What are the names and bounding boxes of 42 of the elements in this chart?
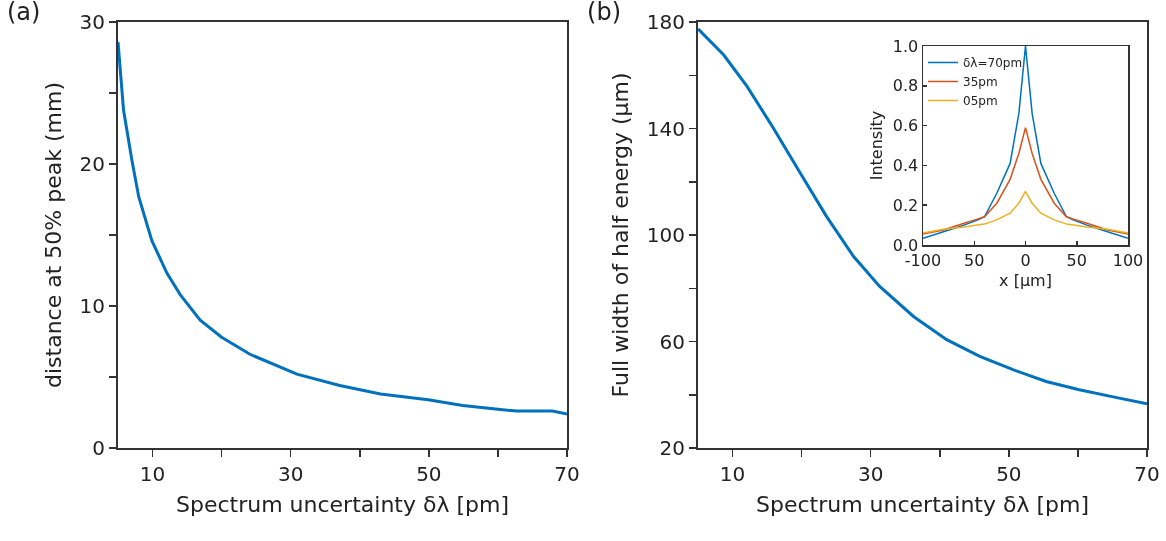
- y-tick-label: 180: [646, 10, 685, 34]
- x-tick-label: 30: [277, 462, 304, 486]
- y-axis-title: Full width of half energy (μm): [608, 72, 634, 398]
- x-axis-title: Spectrum uncertainty δλ [pm]: [756, 492, 1089, 518]
- y-axis-title: Intensity: [867, 110, 886, 181]
- y-tick-label: 0.2: [892, 195, 919, 215]
- legend-label: δλ=70pm: [963, 56, 1023, 71]
- y-tick-label: 1.0: [892, 36, 919, 56]
- y-tick-label: 10: [79, 294, 105, 318]
- y-tick-label: 0.6: [892, 116, 919, 136]
- y-tick-label: 140: [646, 116, 685, 141]
- x-tick-label: 50: [996, 462, 1022, 486]
- line-series: [923, 190, 1128, 234]
- x-tick-label: 0: [1020, 250, 1031, 270]
- y-tick-label: 0.8: [892, 76, 919, 96]
- y-tick-label: 60: [659, 329, 685, 354]
- x-tick-label: 70: [1134, 462, 1160, 486]
- y-tick-label: 100: [646, 223, 685, 247]
- x-tick-label: 50: [416, 462, 442, 486]
- x-tick-label: 10: [719, 462, 746, 486]
- x-tick-label: 100: [1112, 250, 1144, 270]
- x-tick-label: 10: [139, 462, 166, 486]
- y-tick-label: 0: [92, 436, 105, 460]
- line-series: [923, 126, 1128, 235]
- line-series: [118, 40, 567, 416]
- x-tick-label: 50: [1066, 250, 1087, 270]
- y-tick-label: 20: [79, 152, 105, 176]
- x-tick-label: 30: [857, 462, 884, 486]
- x-tick-label: 70: [554, 462, 580, 486]
- legend-label: 05pm: [963, 94, 998, 109]
- y-tick-label: 0.4: [892, 156, 919, 175]
- y-tick-label: 20: [659, 436, 685, 460]
- x-axis-title: Spectrum uncertainty δλ [pm]: [176, 492, 509, 518]
- legend-label: 35pm: [963, 75, 998, 90]
- line-series: [923, 46, 1128, 239]
- chart-title: (a): [6, 0, 41, 26]
- y-axis-title: distance at 50% peak (mm): [40, 82, 66, 388]
- line-series: [698, 27, 1147, 406]
- chart-title: (b): [587, 0, 621, 26]
- y-tick-label: 30: [79, 10, 105, 34]
- x-tick-label: 50: [964, 250, 985, 270]
- x-axis-title: x [μm]: [999, 271, 1052, 291]
